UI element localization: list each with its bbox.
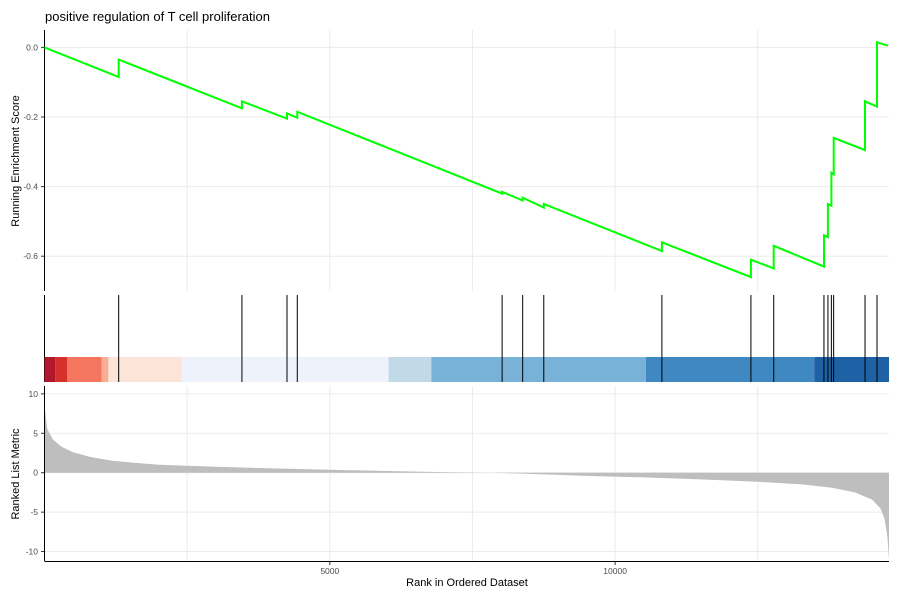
x-axis: 5000 10000 xyxy=(320,561,627,576)
enrichment-y-axis-label: Running Enrichment Score xyxy=(10,95,22,226)
running-enrichment-line xyxy=(44,40,889,279)
rank-color-band xyxy=(388,357,432,382)
rank-color-band xyxy=(431,357,646,382)
y-tick-label: -10 xyxy=(26,547,39,557)
x-tick-label: 10000 xyxy=(603,566,627,576)
rank-color-band xyxy=(44,357,56,382)
hit-markers xyxy=(118,295,878,382)
enrichment-y-axis: 0.0 -0.2 -0.4 -0.6 xyxy=(23,42,45,261)
ranked-y-axis: 10 5 0 -5 -10 xyxy=(26,389,45,557)
x-tick-label: 5000 xyxy=(320,566,339,576)
y-tick-label: 0.0 xyxy=(26,42,38,52)
rank-color-band xyxy=(101,357,109,382)
y-tick-label: -0.2 xyxy=(23,112,38,122)
hits-panel xyxy=(44,295,889,382)
rank-color-band xyxy=(645,357,815,382)
y-tick-label: 5 xyxy=(33,428,38,438)
enrichment-panel: 0.0 -0.2 -0.4 -0.6 Running Enrichment Score xyxy=(10,30,889,291)
rank-color-band xyxy=(814,357,889,382)
rank-color-band xyxy=(67,357,102,382)
rank-color-bar xyxy=(44,357,889,382)
y-tick-label: -5 xyxy=(30,507,38,517)
ranked-y-axis-label: Ranked List Metric xyxy=(10,428,22,520)
y-tick-label: 0 xyxy=(33,468,38,478)
rank-color-band xyxy=(108,357,182,382)
y-tick-label: -0.6 xyxy=(23,251,38,261)
ranked-metric-area xyxy=(44,405,889,560)
y-tick-label: -0.4 xyxy=(23,182,38,192)
enrichment-gridlines xyxy=(44,30,889,291)
x-axis-label: Rank in Ordered Dataset xyxy=(406,577,528,589)
rank-color-band xyxy=(55,357,68,382)
chart-title: positive regulation of T cell proliferat… xyxy=(45,9,270,24)
ranked-metric-panel: 10 5 0 -5 -10 5000 10000 Ranked List Metric R… xyxy=(10,386,889,589)
y-tick-label: 10 xyxy=(29,389,39,399)
rank-color-band xyxy=(181,357,389,382)
